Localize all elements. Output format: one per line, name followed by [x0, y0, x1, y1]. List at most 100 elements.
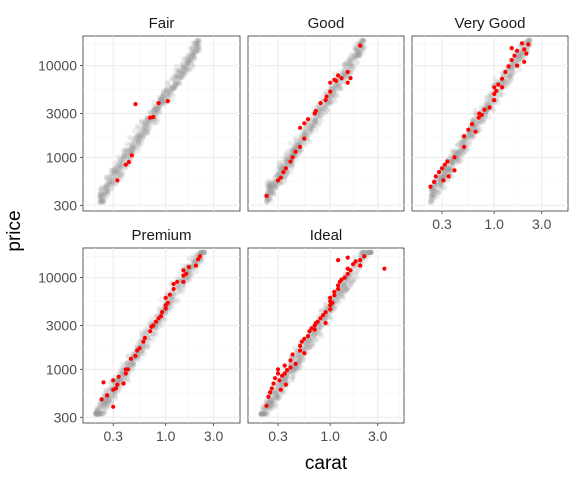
background-point — [269, 178, 276, 184]
background-point — [124, 146, 130, 152]
background-point — [269, 182, 275, 188]
background-point — [97, 194, 103, 200]
background-point — [160, 89, 166, 95]
background-point — [270, 190, 276, 196]
background-point — [132, 128, 138, 134]
background-point — [108, 167, 114, 174]
background-point — [190, 53, 196, 59]
background-point — [170, 77, 176, 83]
background-point — [193, 50, 199, 56]
background-point — [154, 119, 160, 125]
background-point — [329, 100, 335, 106]
background-point — [181, 71, 187, 77]
background-point — [336, 82, 342, 88]
background-point — [118, 176, 124, 182]
background-point — [290, 144, 296, 150]
background-point — [137, 134, 143, 140]
background-point — [169, 304, 175, 310]
background-point — [188, 57, 194, 63]
highlight-point — [151, 114, 156, 120]
background-point — [351, 55, 357, 62]
background-point — [103, 184, 109, 190]
background-point — [349, 63, 355, 69]
background-point — [100, 197, 106, 203]
background-point — [137, 136, 143, 142]
background-point — [438, 182, 444, 188]
background-point — [321, 104, 327, 110]
background-point — [274, 393, 280, 399]
background-point — [141, 133, 147, 139]
background-point — [293, 137, 299, 143]
background-point — [449, 160, 455, 166]
background-point — [180, 62, 186, 68]
background-point — [180, 68, 186, 75]
highlight-point — [290, 155, 295, 160]
background-point — [321, 105, 327, 111]
background-point — [449, 160, 455, 166]
background-point — [357, 52, 363, 58]
background-point — [191, 63, 197, 69]
background-point — [172, 72, 178, 79]
background-point — [278, 159, 285, 165]
background-point — [322, 110, 328, 116]
background-point — [135, 140, 141, 146]
background-point — [328, 98, 334, 105]
background-point — [151, 103, 157, 109]
background-point — [438, 173, 444, 179]
background-point — [185, 66, 191, 72]
background-point — [342, 62, 348, 68]
background-point — [360, 37, 366, 44]
background-point — [275, 171, 281, 177]
background-point — [461, 149, 467, 155]
background-point — [139, 132, 145, 138]
background-point — [301, 131, 307, 137]
background-point — [310, 129, 316, 135]
background-point — [107, 180, 113, 186]
background-point — [437, 175, 443, 181]
background-point — [151, 107, 157, 114]
background-point — [484, 98, 490, 104]
background-point — [324, 102, 330, 108]
background-point — [141, 127, 147, 133]
background-point — [264, 199, 270, 205]
background-point — [337, 85, 344, 91]
background-point — [135, 131, 141, 137]
background-point — [428, 187, 434, 193]
background-point — [294, 138, 300, 144]
background-point — [429, 188, 435, 194]
background-point — [322, 105, 328, 111]
highlight-point — [99, 397, 104, 402]
background-point — [160, 99, 166, 105]
background-point — [358, 48, 364, 54]
background-point — [144, 120, 150, 127]
highlight-point — [462, 144, 467, 149]
background-point — [148, 109, 154, 115]
background-point — [192, 56, 198, 62]
background-point — [98, 195, 104, 201]
highlight-point — [492, 98, 497, 103]
x-tick-label: 0.3 — [432, 216, 452, 232]
background-point — [106, 182, 112, 188]
background-point — [197, 45, 203, 51]
background-point — [328, 95, 334, 101]
highlight-point — [446, 174, 451, 179]
background-point — [484, 100, 490, 106]
highlight-point — [302, 121, 307, 126]
background-point — [105, 188, 111, 194]
background-point — [309, 123, 315, 129]
background-point — [280, 162, 286, 168]
background-point — [155, 110, 161, 117]
background-point — [120, 158, 126, 164]
background-point — [321, 110, 327, 116]
highlight-point — [181, 268, 186, 273]
background-point — [154, 107, 160, 113]
background-point — [121, 153, 127, 159]
highlight-point — [328, 89, 333, 94]
background-point — [298, 140, 304, 146]
highlight-point — [285, 368, 290, 373]
background-point — [160, 99, 166, 106]
background-point — [278, 180, 284, 186]
background-point — [105, 180, 111, 186]
background-point — [186, 57, 192, 63]
background-point — [301, 129, 308, 135]
